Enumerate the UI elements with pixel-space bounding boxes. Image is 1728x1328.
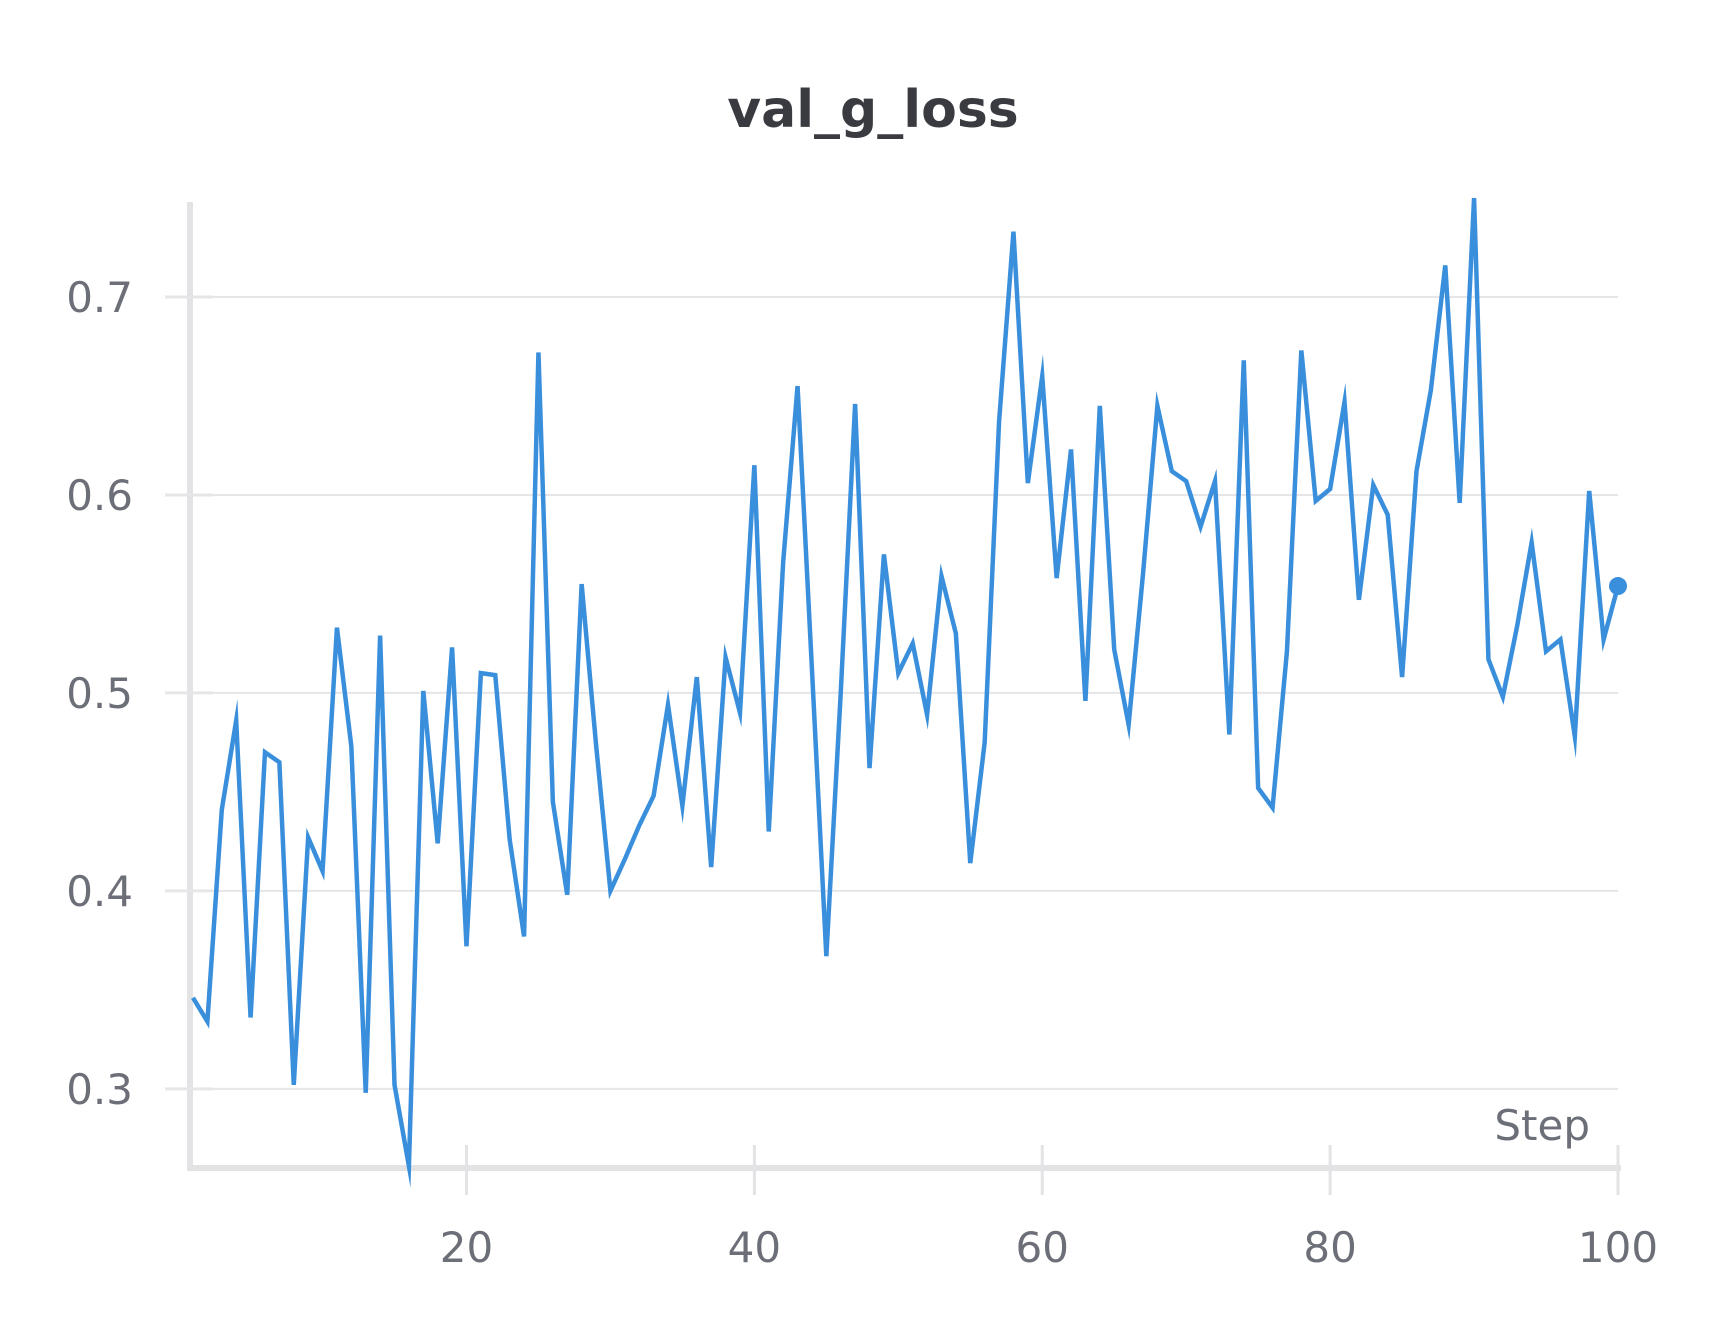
y-tick-label: 0.4 [66, 867, 133, 916]
y-tick-label: 0.5 [66, 669, 133, 718]
chart-title: val_g_loss [727, 80, 1018, 140]
x-axis-ticks: 20 40 60 80 100 [440, 1145, 1658, 1272]
y-tick-label: 0.7 [66, 273, 133, 322]
x-tick-label: 20 [440, 1223, 493, 1272]
x-tick-label: 40 [728, 1223, 781, 1272]
x-axis-label: Step [1494, 1101, 1590, 1150]
y-axis-ticks: 0.3 0.4 0.5 0.6 0.7 [66, 273, 213, 1114]
x-tick-label: 80 [1303, 1223, 1356, 1272]
y-tick-label: 0.3 [66, 1065, 133, 1114]
series-line [191, 197, 1621, 1188]
x-tick-label: 100 [1578, 1223, 1658, 1272]
last-point-marker[interactable] [1609, 577, 1627, 596]
series-layer [191, 197, 1627, 1188]
axes [187, 202, 1621, 1171]
x-tick-label: 60 [1016, 1223, 1069, 1272]
grid-lines [193, 296, 1618, 1090]
y-tick-label: 0.6 [66, 471, 133, 520]
